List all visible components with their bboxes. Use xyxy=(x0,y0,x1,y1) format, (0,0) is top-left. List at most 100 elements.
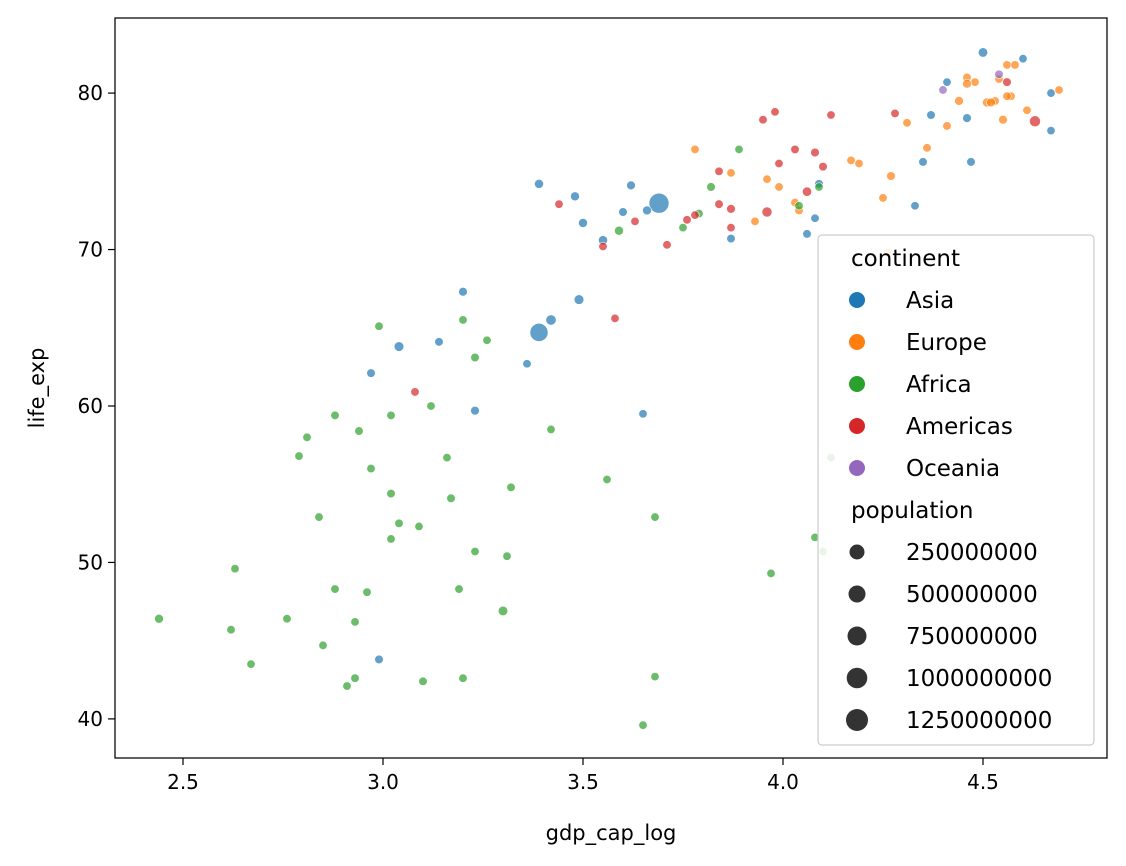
data-point-africa-51 xyxy=(638,720,648,730)
data-point-americas-16 xyxy=(682,215,692,225)
x-tick-label: 3.0 xyxy=(367,770,399,794)
legend-label-asia: Asia xyxy=(906,288,954,314)
data-point-europe-23 xyxy=(774,182,784,192)
y-axis: 40 50 60 70 80 xyxy=(78,81,115,731)
x-axis-label: gdp_cap_log xyxy=(546,821,677,846)
data-point-europe-13 xyxy=(1022,105,1032,115)
legend-size-marker xyxy=(846,667,868,689)
data-point-americas-3 xyxy=(770,107,780,117)
data-point-europe-26 xyxy=(750,216,760,226)
data-point-europe-11 xyxy=(1002,91,1012,101)
data-point-africa-26 xyxy=(394,518,404,528)
data-point-africa-23 xyxy=(506,482,516,492)
data-point-europe-21 xyxy=(854,158,864,169)
data-point-africa-36 xyxy=(330,584,340,594)
data-point-asia-32 xyxy=(374,654,384,665)
data-point-americas-17 xyxy=(690,210,700,220)
data-point-europe-8 xyxy=(954,96,964,106)
data-point-americas-15 xyxy=(726,223,736,233)
data-point-asia-20 xyxy=(810,213,820,223)
data-point-asia-30 xyxy=(470,405,480,416)
data-point-africa-21 xyxy=(446,493,456,503)
data-point-asia-1 xyxy=(1018,54,1028,64)
y-tick-label: 80 xyxy=(78,81,103,105)
data-point-africa-19 xyxy=(442,453,452,463)
legend-label-europe: Europe xyxy=(906,330,987,356)
data-point-africa-16 xyxy=(546,424,556,434)
data-point-americas-5 xyxy=(890,108,900,118)
data-point-africa-39 xyxy=(350,617,360,627)
data-point-africa-22 xyxy=(386,489,396,499)
data-point-asia-26 xyxy=(434,337,444,347)
data-point-europe-19 xyxy=(726,168,736,178)
data-point-oceania-0 xyxy=(994,69,1004,79)
data-point-americas-12 xyxy=(714,166,724,176)
data-point-europe-18 xyxy=(690,144,700,154)
data-point-asia-18 xyxy=(726,233,736,244)
legend-size-label: 750000000 xyxy=(906,624,1038,650)
data-point-americas-9 xyxy=(818,162,828,172)
data-point-africa-17 xyxy=(294,451,304,461)
data-point-asia-16 xyxy=(578,218,588,228)
legend-label-oceania: Oceania xyxy=(906,456,1000,482)
data-point-asia-4 xyxy=(926,110,936,120)
data-point-asia-12 xyxy=(570,191,580,202)
data-point-asia-2 xyxy=(942,77,952,87)
x-axis: 2.5 3.0 3.5 4.0 4.5 xyxy=(167,758,999,794)
data-point-europe-2 xyxy=(1002,60,1012,70)
data-point-europe-12 xyxy=(986,97,996,108)
data-point-asia-3 xyxy=(1046,88,1056,98)
legend-size-label: 250000000 xyxy=(906,540,1038,566)
data-point-europe-16 xyxy=(902,118,912,128)
data-point-africa-46 xyxy=(342,681,352,691)
data-point-africa-44 xyxy=(318,640,328,650)
data-point-asia-21 xyxy=(802,229,812,239)
legend-title-continent: continent xyxy=(851,246,960,272)
x-tick-label: 3.5 xyxy=(567,770,599,794)
data-point-europe-24 xyxy=(886,171,896,181)
data-point-asia-14 xyxy=(618,207,628,217)
data-point-africa-41 xyxy=(497,605,509,617)
data-point-americas-20 xyxy=(554,199,564,209)
data-point-americas-19 xyxy=(630,216,640,226)
data-point-europe-3 xyxy=(1010,60,1020,70)
data-point-africa-34 xyxy=(230,564,240,574)
data-point-africa-24 xyxy=(314,512,324,522)
legend-size-marker xyxy=(849,544,865,560)
data-point-americas-6 xyxy=(790,144,800,154)
plot-frame xyxy=(114,17,1108,759)
data-point-oceania-1 xyxy=(938,85,948,95)
data-point-asia-23 xyxy=(458,287,468,297)
data-point-africa-1 xyxy=(706,182,716,192)
data-point-asia-7 xyxy=(966,157,976,167)
data-point-americas-7 xyxy=(810,147,820,158)
data-point-africa-13 xyxy=(386,410,396,420)
legend-size-label: 1250000000 xyxy=(906,708,1052,734)
data-point-africa-49 xyxy=(458,673,468,683)
data-point-europe-5 xyxy=(962,78,972,89)
data-point-asia-5 xyxy=(962,113,972,123)
data-point-africa-7 xyxy=(374,321,384,331)
data-point-africa-5 xyxy=(814,182,824,192)
data-point-africa-40 xyxy=(282,614,292,624)
data-point-americas-10 xyxy=(761,206,773,218)
data-point-africa-37 xyxy=(362,587,372,597)
data-point-africa-6 xyxy=(794,201,804,211)
data-point-americas-11 xyxy=(802,186,812,197)
data-point-asia-15 xyxy=(642,205,652,216)
legend-box xyxy=(817,234,1095,746)
data-point-americas-1 xyxy=(1002,77,1012,87)
data-point-americas-0 xyxy=(1029,115,1041,128)
data-point-asia-31 xyxy=(638,409,648,419)
data-point-africa-48 xyxy=(418,676,428,686)
x-tick-label: 2.5 xyxy=(167,770,199,794)
y-axis-label: life_exp xyxy=(25,348,50,429)
y-tick-label: 60 xyxy=(78,394,103,418)
legend-label-africa: Africa xyxy=(906,372,972,398)
data-point-africa-8 xyxy=(458,315,468,325)
data-point-africa-29 xyxy=(470,546,480,556)
data-point-africa-9 xyxy=(482,335,492,345)
y-tick-label: 50 xyxy=(78,550,103,574)
data-point-asia-29 xyxy=(522,359,532,369)
